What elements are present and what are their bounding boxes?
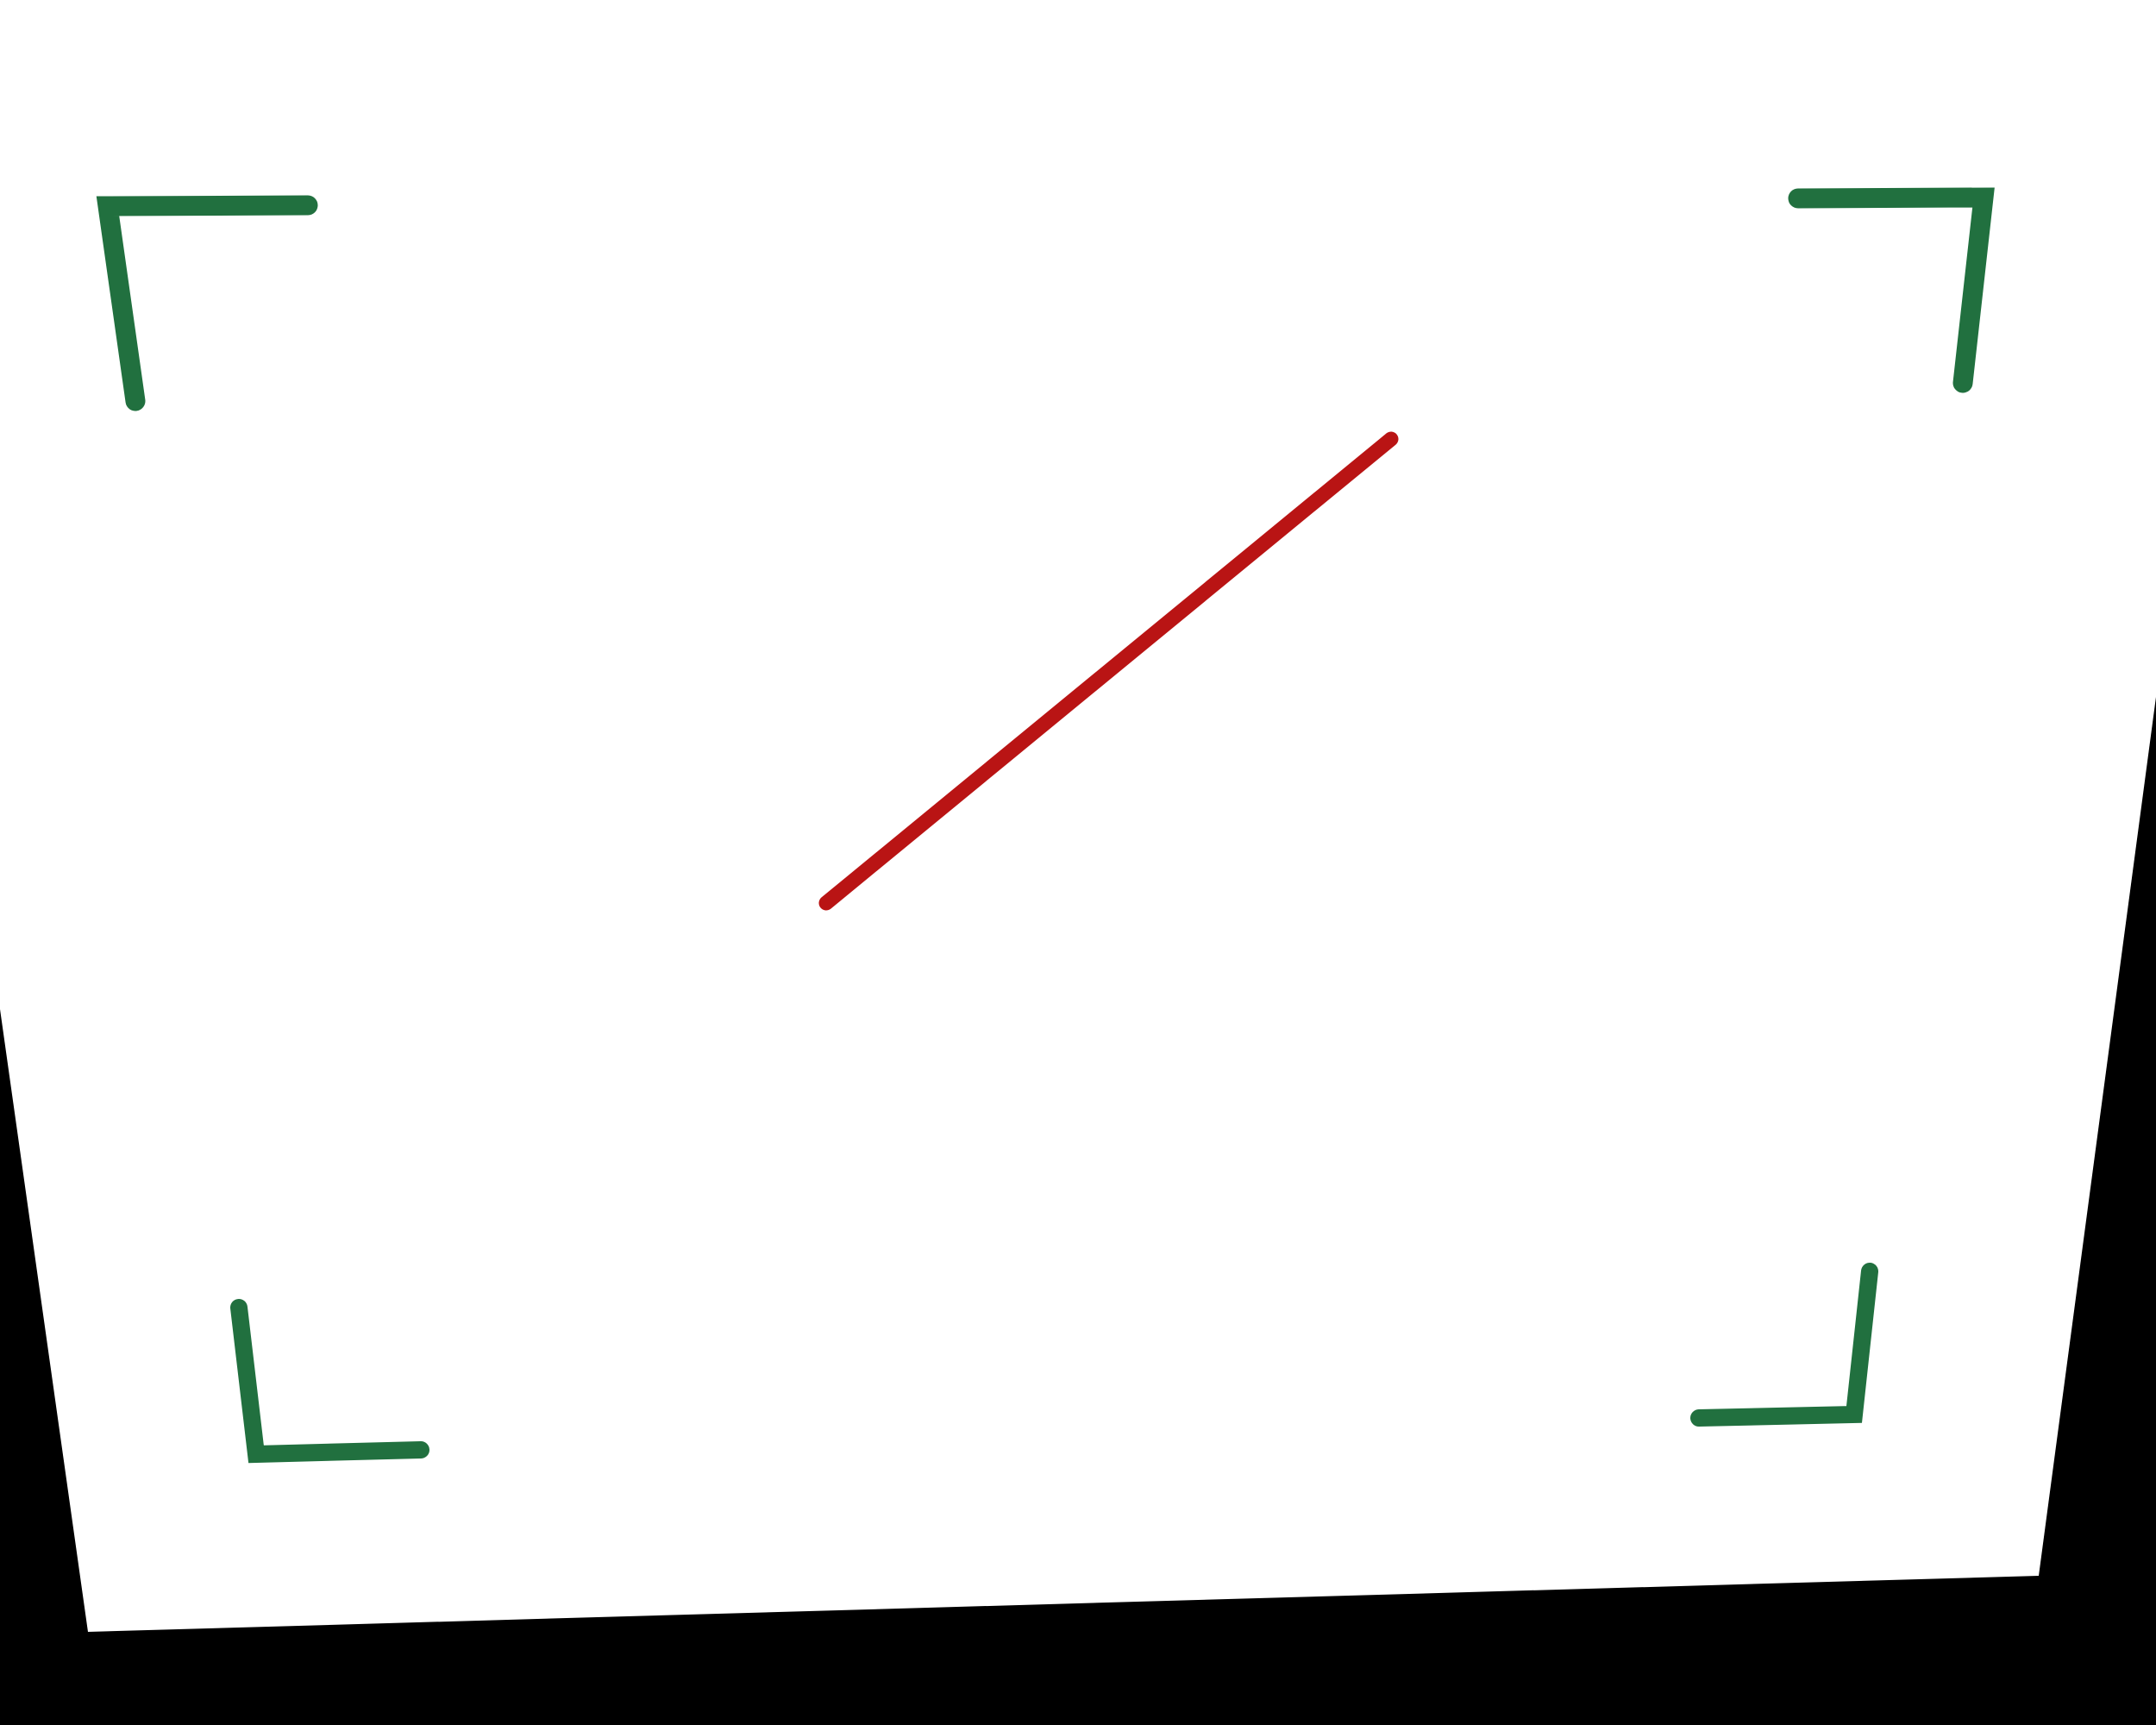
- paper-sheet: [0, 0, 2156, 1632]
- diagonal-line: [818, 431, 1399, 911]
- corner-bracket-top-right: [1788, 187, 1995, 393]
- corner-bracket-bottom-left: [230, 1299, 429, 1464]
- corner-bracket-top-left: [96, 195, 318, 411]
- corner-bracket-bottom-right: [1690, 1263, 1878, 1427]
